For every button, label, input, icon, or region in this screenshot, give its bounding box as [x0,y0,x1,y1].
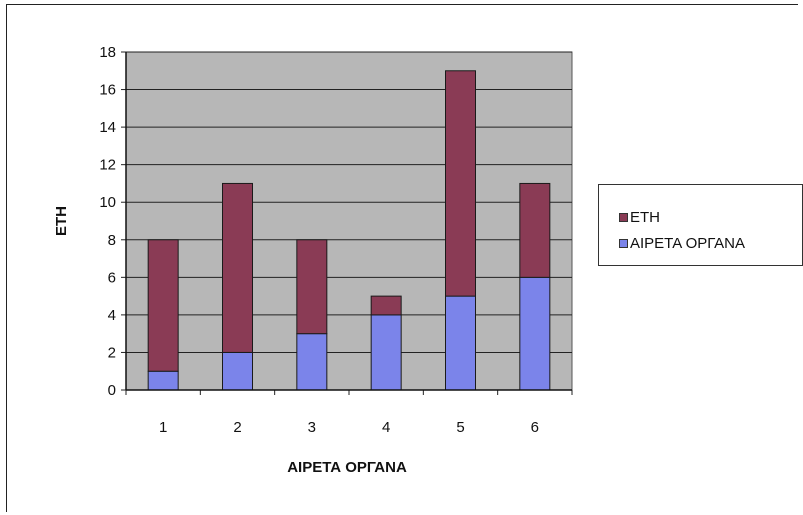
plot-area [125,51,573,391]
x-tick-label: 2 [233,419,241,436]
bar-eti-6 [519,182,551,278]
bar-aireta-organa-1 [147,370,179,391]
y-tick-label: 6 [108,269,116,286]
legend-swatch-eti [619,213,628,222]
legend: ΕΤΗ ΑΙΡΕΤΑ ΟΡΓΑΝΑ [598,184,803,266]
x-axis-title: ΑΙΡΕΤΑ ΟΡΓΑΝΑ [287,459,407,476]
bar-aireta-organa-5 [445,295,476,391]
gridlines [126,51,572,353]
y-tick-label: 10 [99,194,116,211]
legend-item-aireta-organa: ΑΙΡΕΤΑ ΟΡΓΑΝΑ [619,235,745,252]
x-tick-label: 4 [382,419,390,436]
bar-eti-2 [222,182,253,353]
chart-frame [6,4,798,512]
y-tick-label: 2 [108,344,116,361]
bar-aireta-organa-3 [296,333,328,391]
legend-swatch-aireta-organa [619,239,628,248]
x-tick-labels: 1 2 3 4 5 6 [159,419,539,436]
y-tick-label: 0 [108,382,116,399]
y-tick-label: 16 [99,82,116,99]
bar-aireta-organa-4 [370,314,402,391]
x-tick-label: 1 [159,419,167,436]
y-tick-label: 12 [99,157,116,174]
legend-item-eti: ΕΤΗ [619,209,660,226]
bar-eti-3 [296,239,328,335]
y-tick-label: 14 [99,119,116,136]
bar-aireta-organa-2 [222,351,253,391]
y-axis-title: ΕΤΗ [53,206,70,236]
legend-label-aireta-organa: ΑΙΡΕΤΑ ΟΡΓΑΝΑ [630,235,745,252]
legend-label-eti: ΕΤΗ [630,209,660,226]
bar-aireta-organa-6 [519,276,551,391]
y-tick-label: 4 [108,307,116,324]
y-tick-label: 8 [108,232,116,249]
x-tick-label: 5 [456,419,464,436]
y-tick-labels: 0 2 4 6 8 10 12 14 16 18 [99,44,116,399]
bars [147,70,551,391]
axes [121,51,573,395]
x-tick-label: 3 [308,419,316,436]
y-tick-label: 18 [99,44,116,61]
bar-eti-5 [445,70,476,297]
bar-eti-4 [370,295,402,316]
bar-eti-1 [147,239,179,372]
x-tick-label: 6 [531,419,539,436]
